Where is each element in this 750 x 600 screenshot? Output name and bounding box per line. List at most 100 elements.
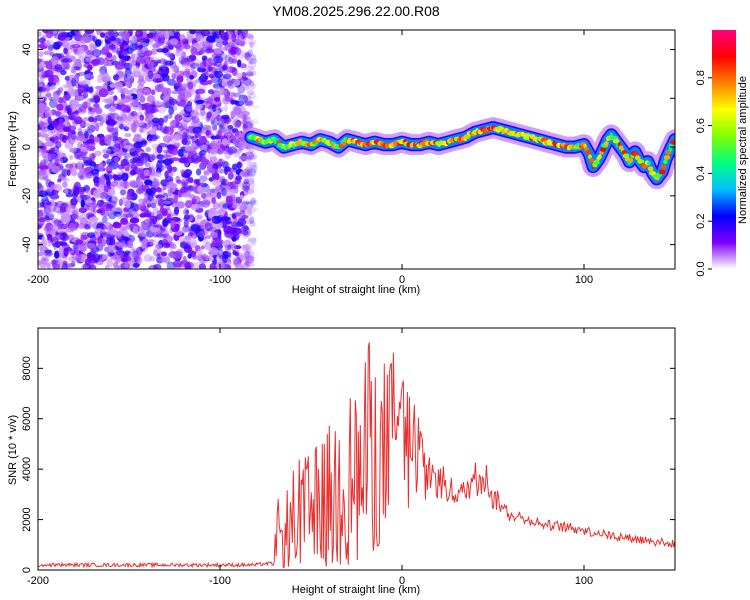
spectrogram-noise-blob bbox=[237, 218, 247, 226]
spectrogram-ridge-cell bbox=[669, 139, 675, 145]
spectrogram-noise-blob bbox=[71, 251, 79, 260]
spectrogram-noise-blob bbox=[44, 48, 55, 56]
spectrogram-noise-blob bbox=[131, 53, 140, 58]
spectrogram-y-tick-label: -40 bbox=[21, 237, 33, 253]
spectrogram-noise-blob bbox=[183, 43, 191, 50]
spectrogram-noise-blob bbox=[70, 132, 77, 140]
spectrogram-x-axis: -200 -100 0 100 bbox=[27, 30, 593, 286]
spectrogram-noise-blob bbox=[231, 204, 238, 209]
spectrogram-noise-blob bbox=[66, 169, 71, 177]
spectrogram-noise-blob bbox=[229, 78, 235, 84]
spectrogram-noise-blob bbox=[245, 66, 255, 71]
spectrogram-noise-blob bbox=[123, 62, 133, 70]
spectrogram-noise-blob bbox=[77, 160, 83, 166]
spectrogram-noise-blob bbox=[58, 247, 64, 252]
spectrogram-noise-blob bbox=[123, 145, 132, 150]
spectrogram-noise-blob bbox=[132, 263, 140, 268]
spectrogram-noise-blob bbox=[237, 59, 242, 68]
spectrogram-noise-blob bbox=[148, 264, 158, 269]
spectrogram-noise-blob bbox=[44, 110, 51, 119]
spectrogram-noise-blob bbox=[95, 123, 100, 132]
spectrogram-noise-blob bbox=[230, 188, 238, 193]
spectrogram-noise-blob bbox=[151, 117, 160, 124]
spectrogram-noise-blob bbox=[133, 65, 140, 75]
spectrogram-noise-blob bbox=[57, 150, 64, 159]
spectrogram-noise-blob bbox=[128, 179, 138, 188]
spectrogram-noise-blob bbox=[115, 250, 125, 256]
snr-y-tick-label: 6000 bbox=[21, 407, 33, 431]
spectrogram-noise-blob bbox=[148, 113, 154, 120]
spectrogram-noise-blob bbox=[98, 221, 104, 227]
spectrogram-noise-blob bbox=[117, 213, 122, 220]
spectrogram-noise-blob bbox=[222, 64, 228, 71]
spectrogram-noise-blob bbox=[212, 124, 218, 131]
spectrogram-noise-blob bbox=[58, 255, 69, 262]
spectrogram-noise-blob bbox=[251, 162, 258, 169]
spectrogram-noise-blob bbox=[188, 177, 194, 184]
spectrogram-noise-blob bbox=[98, 177, 107, 185]
spectrogram-noise-blob bbox=[206, 209, 215, 215]
spectrogram-noise-blob bbox=[227, 124, 234, 130]
spectrogram-noise-blob bbox=[183, 219, 189, 228]
spectrogram-x-tick: -200 bbox=[27, 30, 49, 286]
spectrogram-noise-blob bbox=[78, 131, 84, 138]
spectrogram-noise-blob bbox=[239, 194, 245, 200]
spectrogram-noise-blob bbox=[78, 80, 87, 86]
spectrogram-noise-blob bbox=[147, 70, 154, 79]
spectrogram-noise-blob bbox=[38, 37, 46, 44]
spectrogram-noise-blob bbox=[186, 87, 196, 96]
spectrogram-noise-blob bbox=[48, 153, 59, 162]
spectrogram-noise-blob bbox=[224, 166, 231, 173]
spectrogram-noise-blob bbox=[244, 51, 252, 57]
spectrogram-noise-blob bbox=[39, 145, 47, 151]
spectrogram-noise-blob bbox=[131, 249, 139, 258]
spectrogram-noise-blob bbox=[57, 178, 62, 183]
spectrogram-noise-blob bbox=[250, 95, 259, 102]
spectrogram-noise-blob bbox=[44, 207, 52, 216]
snr-x-tick: 100 bbox=[575, 328, 593, 587]
spectrogram-noise-blob bbox=[104, 264, 110, 269]
snr-series-line bbox=[38, 342, 675, 569]
spectrogram-noise-blob bbox=[235, 47, 241, 56]
spectrogram-noise-blob bbox=[109, 228, 118, 235]
spectrogram-noise-blob bbox=[88, 264, 97, 269]
spectrogram-noise-blob bbox=[222, 63, 227, 70]
spectrogram-noise-blob bbox=[105, 150, 115, 155]
spectrogram-noise-blob bbox=[112, 148, 120, 153]
spectrogram-noise-blob bbox=[54, 190, 59, 195]
spectrogram-noise-blob bbox=[247, 82, 256, 90]
spectrogram-noise-blob bbox=[158, 65, 166, 71]
spectrogram-noise-blob bbox=[213, 86, 224, 95]
colorbar-title: Normalized spectral amplitude bbox=[737, 76, 749, 224]
spectrogram-noise-blob bbox=[143, 212, 152, 218]
spectrogram-noise-blob bbox=[226, 258, 232, 263]
spectrogram-noise-blob bbox=[54, 77, 61, 86]
spectrogram-noise-blob bbox=[146, 199, 152, 205]
spectrogram-noise-blob bbox=[73, 73, 80, 81]
spectrogram-noise-blob bbox=[132, 226, 139, 235]
spectrogram-noise-blob bbox=[181, 121, 188, 127]
spectrogram-ridge-cell bbox=[598, 154, 602, 160]
spectrogram-noise-blob bbox=[82, 156, 93, 164]
spectrogram-noise-blob bbox=[98, 88, 109, 98]
spectrogram-noise-blob bbox=[92, 36, 98, 43]
spectrogram-noise-blob bbox=[236, 254, 245, 263]
spectrogram-noise-blob bbox=[120, 51, 129, 56]
spectrogram-noise-blob bbox=[50, 184, 58, 190]
spectrogram-noise-blob bbox=[185, 55, 196, 62]
spectrogram-noise-blob bbox=[214, 70, 224, 79]
spectrogram-noise-blob bbox=[64, 141, 74, 149]
spectrogram-noise-blob bbox=[164, 171, 174, 177]
spectrogram-noise-blob bbox=[203, 254, 209, 261]
spectrogram-noise-blob bbox=[112, 130, 119, 139]
spectrogram-noise-blob bbox=[84, 122, 91, 127]
spectrogram-noise-blob bbox=[85, 171, 95, 179]
spectrogram-noise-blob bbox=[99, 230, 107, 236]
spectrogram-noise-blob bbox=[239, 155, 249, 160]
spectrogram-ridge-cell bbox=[604, 141, 609, 146]
spectrogram-noise-blob bbox=[178, 158, 187, 164]
spectrogram-noise-blob bbox=[139, 126, 144, 133]
spectrogram-noise-blob bbox=[138, 52, 146, 58]
spectrogram-noise-blob bbox=[47, 152, 57, 161]
